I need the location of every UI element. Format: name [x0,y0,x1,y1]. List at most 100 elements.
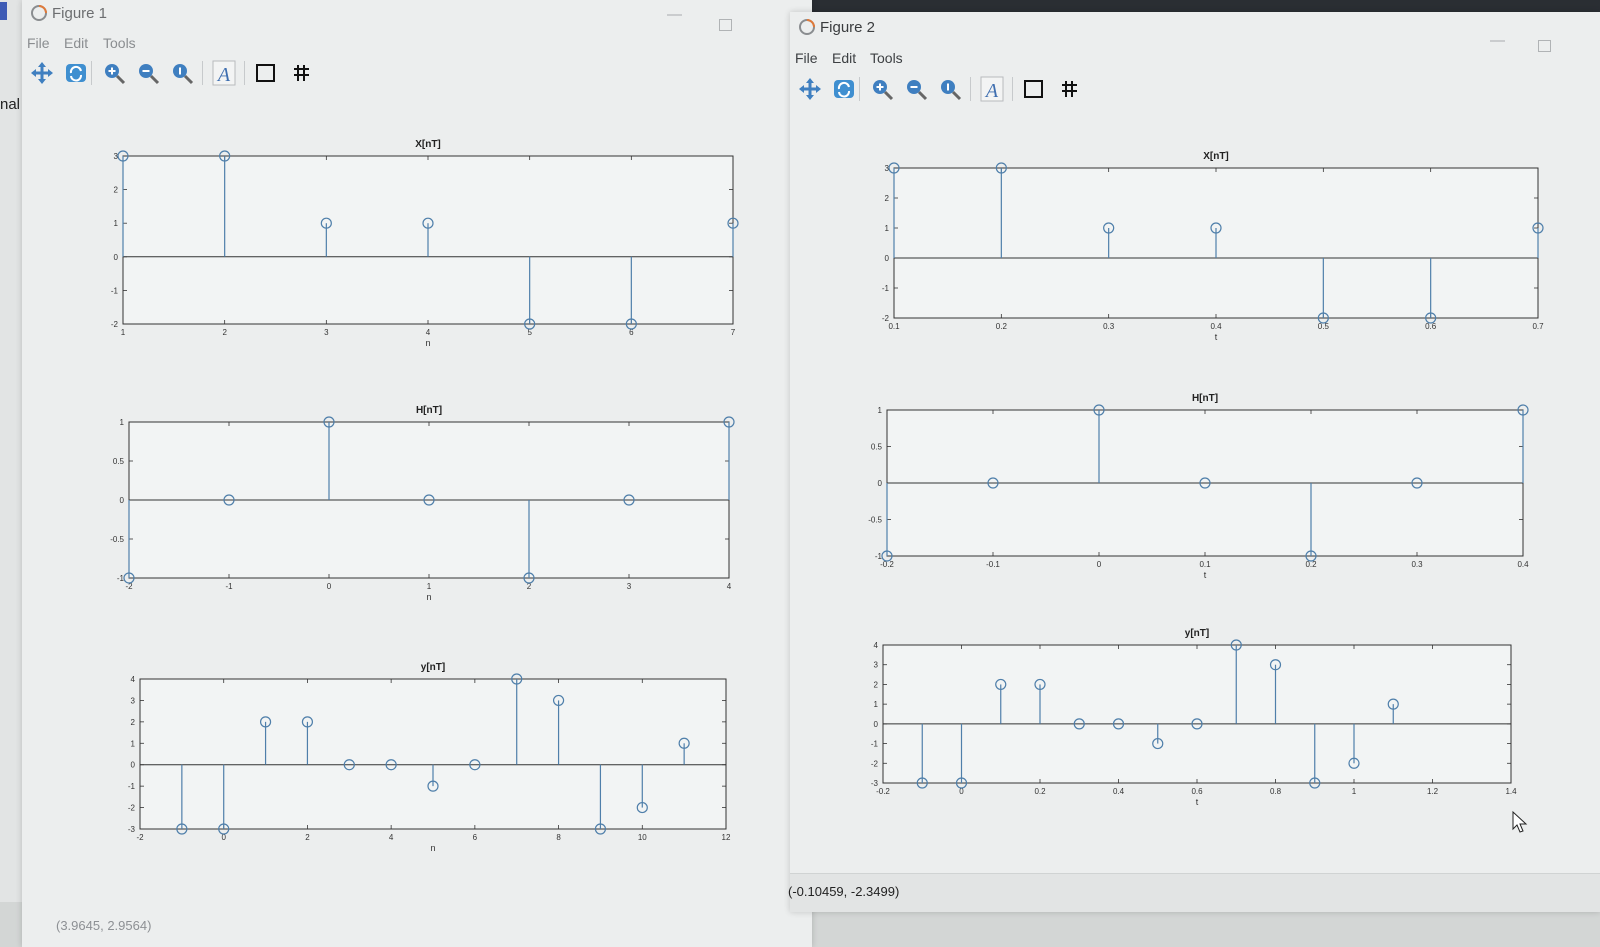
stem-marker [1425,312,1437,324]
stem-marker [422,217,434,229]
stem-marker [427,780,439,792]
rotate-icon[interactable] [62,59,90,87]
minimize-button[interactable]: — [1490,32,1505,49]
x-tick-label: 6 [473,833,478,842]
toolbar-separator [91,61,92,85]
plot-title: H[nT] [416,405,442,416]
y-tick-label: 0 [120,496,125,505]
toolbar-separator [244,61,245,85]
x-tick-label: 10 [638,833,647,842]
stem-marker [123,572,135,584]
octave-app-icon [798,18,816,36]
text-icon[interactable]: A [210,59,238,87]
stem-marker [1517,404,1529,416]
x-tick-label: -2 [136,833,144,842]
stem-marker [594,823,607,835]
stem-marker [916,777,928,789]
y-tick-label: 4 [131,675,136,684]
background-window-text: nal [0,96,21,113]
y-tick-label: 0.5 [113,457,125,466]
minimize-button[interactable]: — [667,6,682,23]
maximize-button[interactable] [719,19,732,31]
x-axis-label: n [430,843,435,853]
x-tick-label: -0.1 [986,560,1000,569]
background-window-accent [0,2,7,20]
x-tick-label: 0.4 [1113,787,1125,796]
x-tick-label: 4 [727,582,732,591]
x-tick-label: 8 [556,833,561,842]
pan-icon[interactable] [796,75,824,103]
box-icon[interactable] [252,59,280,87]
y-tick-label: -1 [871,740,879,749]
stem-marker [469,759,481,771]
figure2-plot-1[interactable]: X[nT] 0.1 0.2 0.3 0.4 0.5 0.6 0.7 -2 -1 0 1 2 3 t [882,151,1544,342]
text-icon[interactable]: A [978,75,1006,103]
figure1-plot-1[interactable]: X[nT] 1 2 3 4 5 6 7 -2 -1 0 1 2 3 n [111,139,739,348]
maximize-button[interactable] [1538,40,1551,52]
x-tick-label: 3 [627,582,632,591]
stem-marker [888,162,900,174]
grid-icon[interactable] [288,59,316,87]
stem-marker [1230,639,1242,651]
menu-tools[interactable]: Tools [870,50,903,66]
x-tick-label: 5 [527,328,532,337]
zoom-in-icon[interactable] [100,59,128,87]
menu-tools[interactable]: Tools [103,35,136,51]
y-tick-label: 1 [120,418,125,427]
y-tick-label: 0 [114,253,119,262]
menu-edit[interactable]: Edit [64,35,89,51]
grid-icon[interactable] [1056,75,1084,103]
stem-marker [1093,404,1105,416]
stem-marker [1191,718,1203,730]
x-tick-label: 0 [327,582,332,591]
stem-marker [223,494,235,506]
menu-file[interactable]: File [795,50,818,66]
toolbar-separator [1012,77,1013,101]
x-axis-label: n [426,592,431,602]
stem-marker [218,823,230,835]
x-tick-label: 2 [222,328,227,337]
stem-marker [1210,222,1222,234]
y-tick-label: -3 [871,779,879,788]
x-tick-label: -2 [125,582,133,591]
stem-marker [987,477,999,489]
zoom-reset-icon[interactable] [168,59,196,87]
x-tick-label: 0 [1097,560,1102,569]
y-tick-label: 2 [885,194,890,203]
figure2-status-coords: (-0.10459, -2.3499) [788,884,900,899]
figure2-plot-2[interactable]: H[nT] -0.2 -0.1 0 0.1 0.2 0.3 0.4 -1 -0.5 0 0.5 1 t [868,393,1529,580]
x-tick-label: 4 [426,328,431,337]
zoom-in-icon[interactable] [868,75,896,103]
x-tick-label: 4 [389,833,394,842]
x-tick-label: 0.1 [1199,560,1211,569]
y-tick-label: 1 [874,700,879,709]
menu-file[interactable]: File [27,35,50,51]
pan-icon[interactable] [28,59,56,87]
figure1-plot-2[interactable]: H[nT]-2 -1 0 1 2 3 4-1-0.500.51n [110,405,735,602]
x-tick-label: 1 [1352,787,1357,796]
y-tick-label: -1 [875,552,883,561]
y-tick-label: 2 [131,718,136,727]
x-tick-label: 1.2 [1427,787,1439,796]
figure1-toolbar: A [22,56,812,92]
zoom-out-icon[interactable] [134,59,162,87]
y-tick-label: -1 [882,284,890,293]
y-tick-label: -2 [871,759,879,768]
stem-marker [723,416,735,428]
figure1-titlebar[interactable]: Figure 1 — [22,0,812,31]
zoom-reset-icon[interactable] [936,75,964,103]
x-axis-label: t [1204,570,1207,580]
zoom-out-icon[interactable] [902,75,930,103]
box-icon[interactable] [1020,75,1048,103]
menu-edit[interactable]: Edit [832,50,857,66]
figure2-plot-3[interactable]: y[nT] -0.2 0 0.2 0.4 0.6 0.8 1 1.2 1.4 -3 -2 -1 0 1 2 3 4… [871,628,1517,807]
plot-title: y[nT] [1185,628,1209,639]
x-tick-label: 0 [959,787,964,796]
rotate-icon[interactable] [830,75,858,103]
stem-marker [881,550,893,562]
stem-marker [552,694,565,707]
figure2-titlebar[interactable]: Figure 2 — [790,12,1600,52]
stem-marker [511,673,523,685]
